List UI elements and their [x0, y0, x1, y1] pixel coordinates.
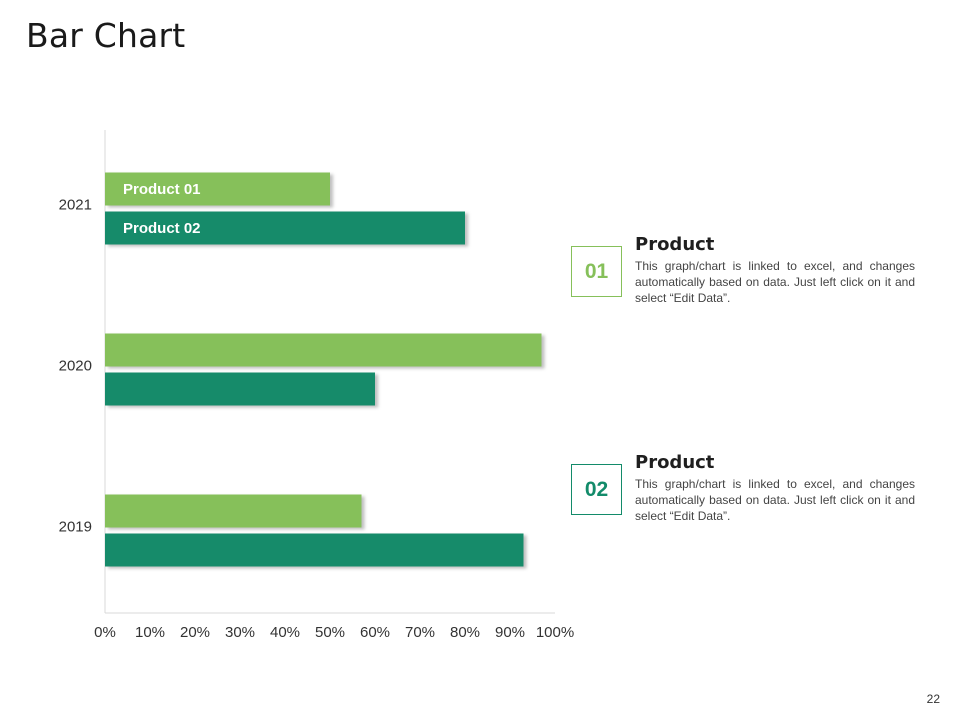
page-number: 22 — [926, 692, 940, 706]
product-card-02: 02 Product This graph/chart is linked to… — [571, 452, 921, 524]
x-tick-label: 10% — [135, 624, 165, 641]
bar-product-02-2021 — [105, 211, 465, 245]
bar-product-01-2019 — [105, 494, 362, 528]
card-description: This graph/chart is linked to excel, and… — [635, 477, 915, 523]
bar-product-02-2020 — [105, 372, 375, 406]
slide-title: Bar Chart — [26, 16, 186, 55]
card-title: Product — [635, 452, 715, 473]
x-tick-label: 90% — [495, 624, 525, 641]
bar-product-02-2019 — [105, 533, 524, 567]
series-label-product-01: Product 01 — [123, 181, 201, 198]
category-label-2021: 2021 — [59, 197, 92, 214]
series-label-product-02: Product 02 — [123, 220, 201, 237]
product-card-01: 01 Product This graph/chart is linked to… — [571, 234, 921, 306]
bar-product-01-2021 — [105, 172, 330, 206]
x-tick-label: 40% — [270, 624, 300, 641]
card-number-badge: 02 — [571, 464, 622, 515]
x-tick-label: 100% — [536, 624, 574, 641]
card-description: This graph/chart is linked to excel, and… — [635, 259, 915, 305]
x-tick-label: 20% — [180, 624, 210, 641]
x-tick-label: 0% — [94, 624, 116, 641]
card-number-badge: 01 — [571, 246, 622, 297]
x-tick-label: 60% — [360, 624, 390, 641]
x-tick-label: 30% — [225, 624, 255, 641]
x-tick-label: 70% — [405, 624, 435, 641]
category-label-2020: 2020 — [59, 358, 92, 375]
card-title: Product — [635, 234, 715, 255]
category-label-2019: 2019 — [59, 519, 92, 536]
x-tick-label: 50% — [315, 624, 345, 641]
x-tick-label: 80% — [450, 624, 480, 641]
bar-product-01-2020 — [105, 333, 542, 367]
